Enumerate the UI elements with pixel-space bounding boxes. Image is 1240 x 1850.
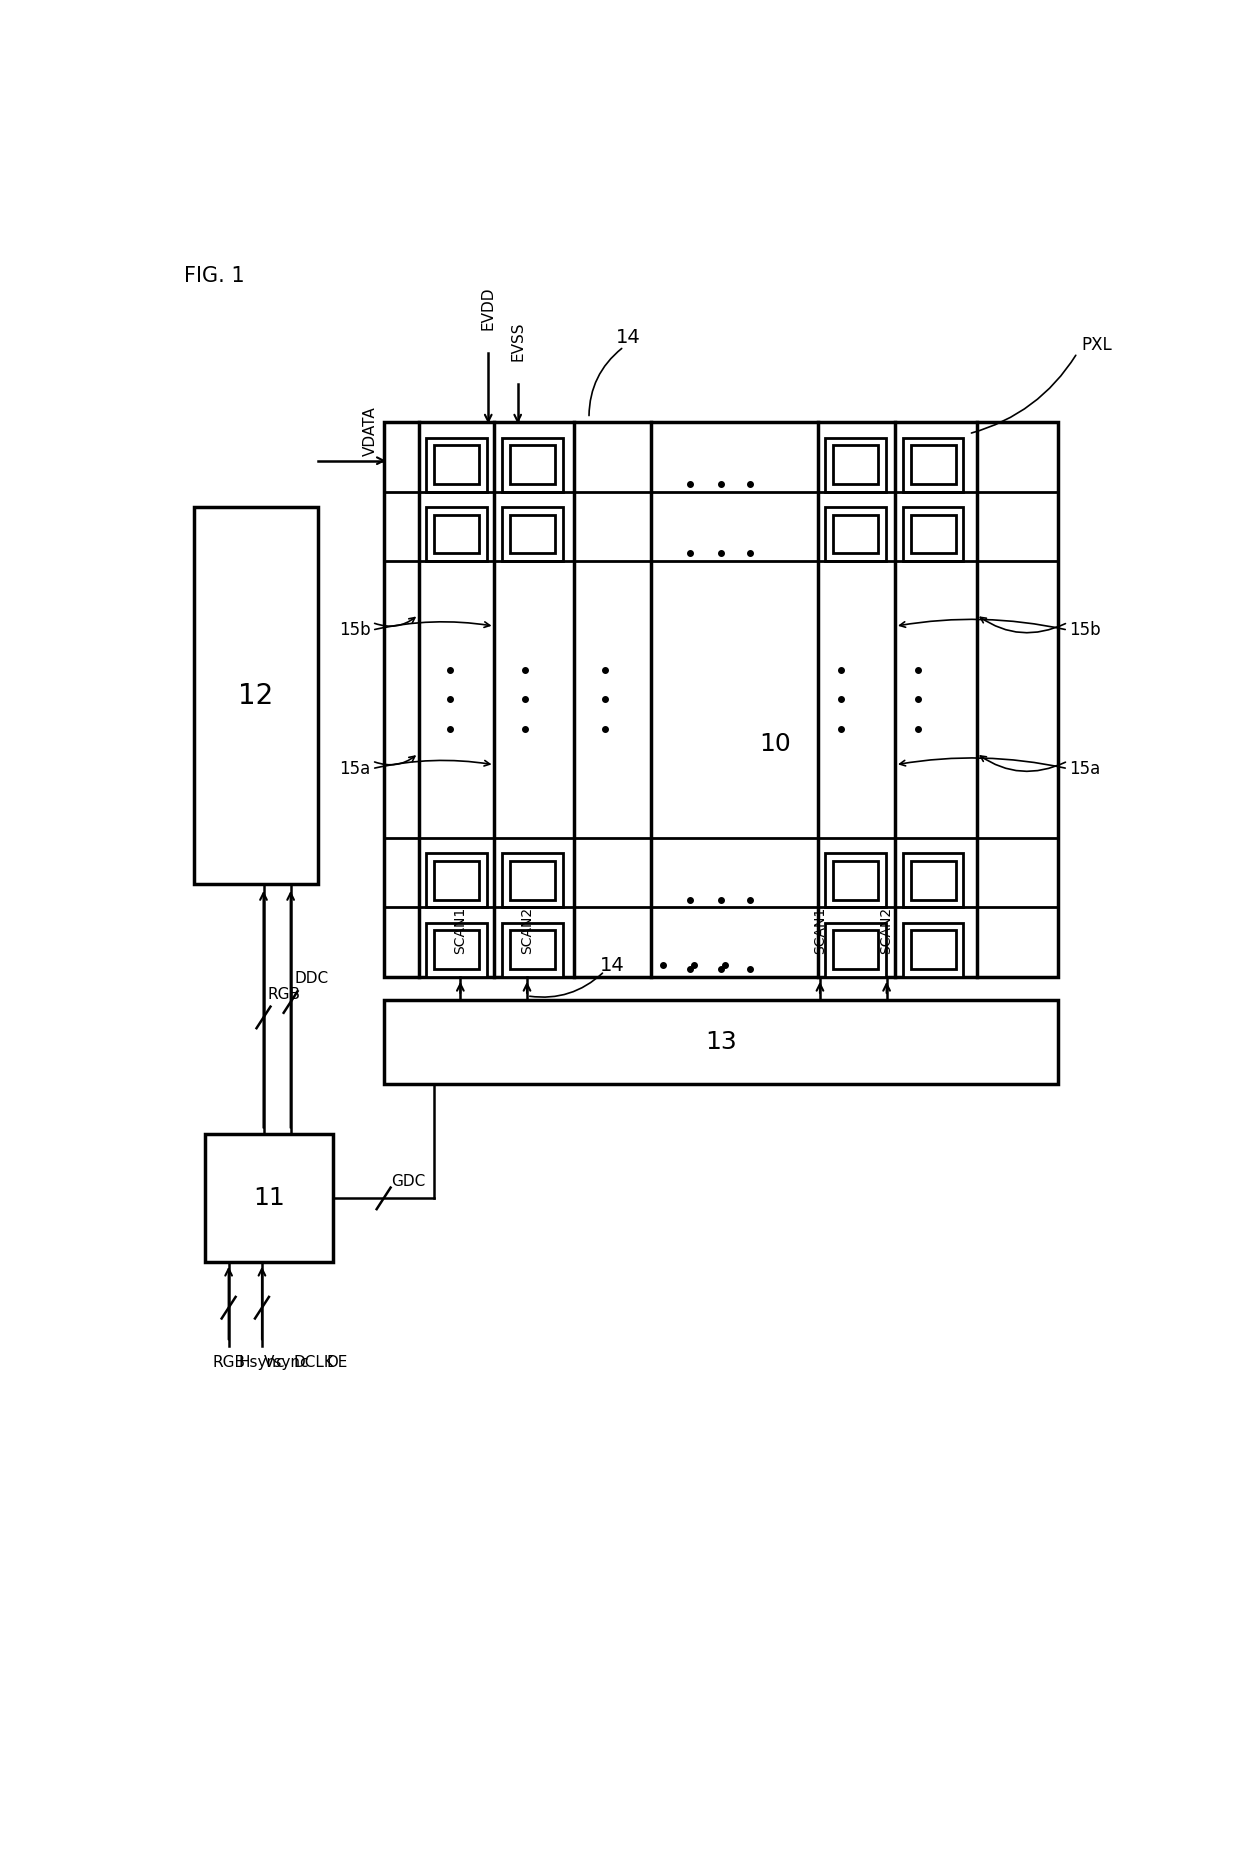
Text: SCAN1: SCAN1 (454, 906, 467, 953)
Bar (826, 507, 885, 561)
Bar (427, 923, 486, 977)
Bar (193, 507, 317, 884)
Bar (434, 446, 479, 485)
Text: DCLK: DCLK (294, 1356, 335, 1371)
Bar (510, 514, 556, 553)
Bar (833, 514, 878, 553)
Text: DE: DE (326, 1356, 347, 1371)
Text: VDATA: VDATA (362, 407, 377, 457)
Text: EVDD: EVDD (481, 287, 496, 329)
Bar (903, 923, 963, 977)
Text: 15a: 15a (1069, 760, 1101, 777)
Text: 12: 12 (238, 681, 273, 710)
Text: SCAN2: SCAN2 (520, 906, 534, 953)
Bar (833, 931, 878, 969)
Bar (903, 853, 963, 906)
Text: 15b: 15b (339, 622, 371, 638)
Bar (510, 931, 556, 969)
Text: SCAN2: SCAN2 (879, 906, 894, 953)
Bar (502, 853, 563, 906)
Text: SCAN1: SCAN1 (813, 906, 827, 953)
Bar (910, 860, 956, 899)
Text: Hsync: Hsync (238, 1356, 285, 1371)
Text: 15a: 15a (340, 760, 371, 777)
Text: GDC: GDC (392, 1175, 425, 1190)
Bar (434, 931, 479, 969)
Text: 14: 14 (615, 327, 640, 348)
Bar (383, 999, 1058, 1084)
Bar (833, 860, 878, 899)
Bar (502, 923, 563, 977)
Text: EVSS: EVSS (510, 322, 526, 361)
Text: Vsync: Vsync (264, 1356, 310, 1371)
Text: RGB: RGB (212, 1356, 246, 1371)
Text: FIG. 1: FIG. 1 (185, 266, 246, 287)
Bar (903, 438, 963, 492)
Text: 14: 14 (600, 956, 625, 975)
Bar (826, 438, 885, 492)
Text: 11: 11 (253, 1186, 285, 1210)
Bar (910, 514, 956, 553)
Bar (903, 507, 963, 561)
Text: 13: 13 (704, 1030, 737, 1054)
Bar (510, 446, 556, 485)
Text: DDC: DDC (295, 971, 329, 986)
Bar (826, 853, 885, 906)
Bar (502, 507, 563, 561)
Bar (910, 446, 956, 485)
Bar (910, 931, 956, 969)
Bar (383, 422, 1058, 977)
Bar (826, 923, 885, 977)
Bar (434, 860, 479, 899)
Bar (502, 438, 563, 492)
Text: 15b: 15b (1069, 622, 1101, 638)
Bar (427, 507, 486, 561)
Bar (206, 1134, 334, 1262)
Text: PXL: PXL (1081, 337, 1112, 353)
Bar (510, 860, 556, 899)
Bar (427, 438, 486, 492)
Bar (427, 853, 486, 906)
Text: 10: 10 (759, 733, 791, 757)
Bar (833, 446, 878, 485)
Text: RGB: RGB (268, 986, 300, 1003)
Bar (434, 514, 479, 553)
